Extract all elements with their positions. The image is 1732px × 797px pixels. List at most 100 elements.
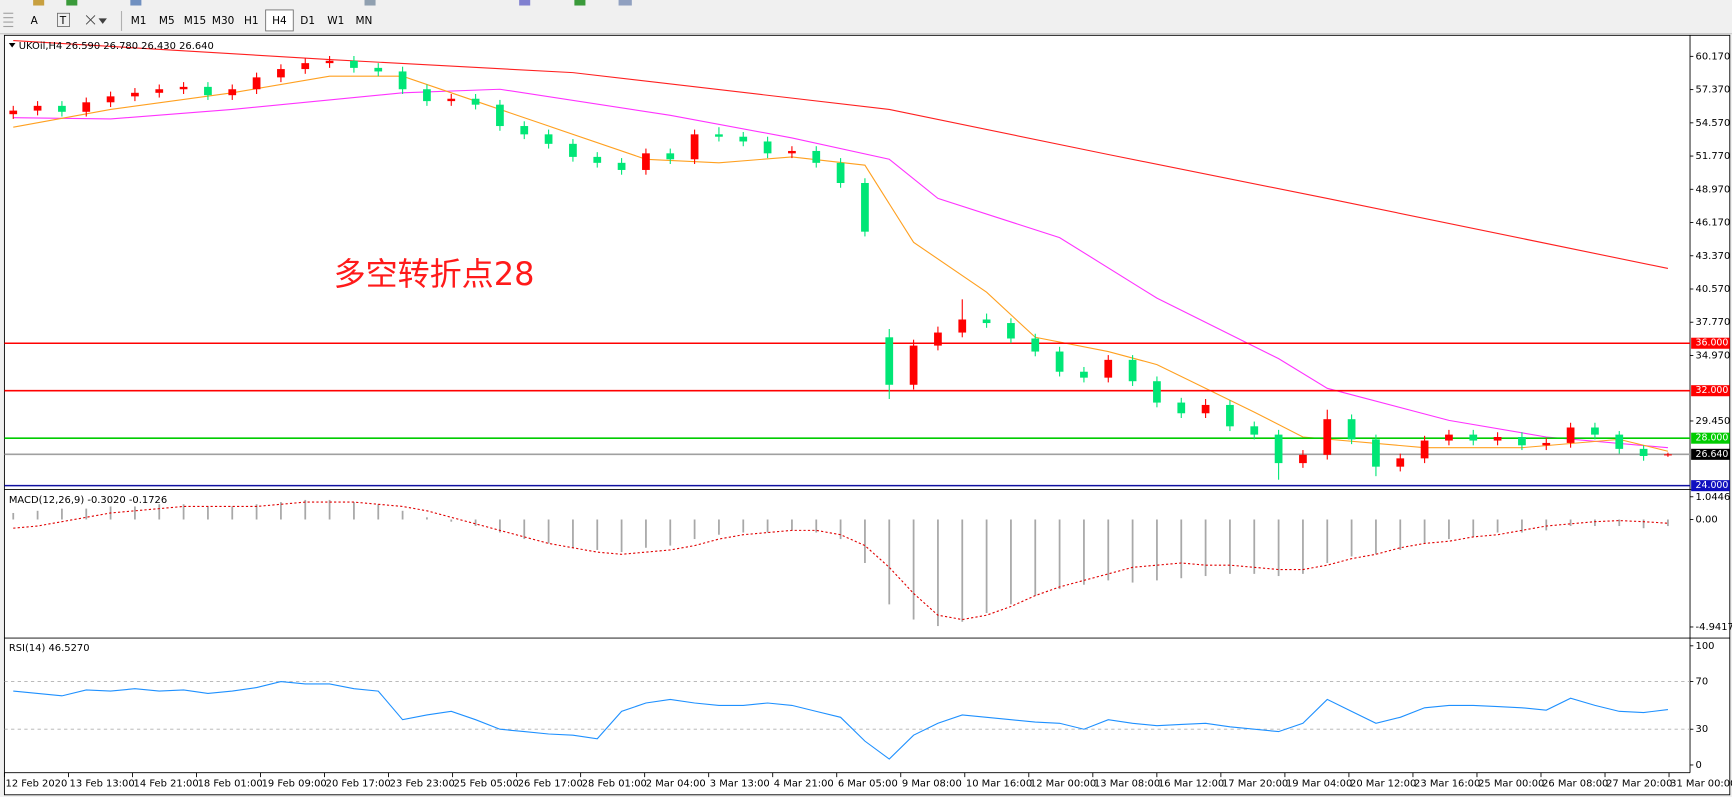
tool-button[interactable]: A <box>31 15 39 27</box>
tool-icon[interactable] <box>66 0 78 6</box>
candle-body <box>1542 442 1551 446</box>
rsi-title: RSI(14) 46.5270 <box>9 643 90 654</box>
y-tick-label: 51.770 <box>1696 151 1731 162</box>
toolbar-grip <box>3 12 14 28</box>
candle-body <box>1201 404 1210 414</box>
candle-body <box>471 98 480 105</box>
level-label-bg <box>1691 432 1730 444</box>
candle-body <box>739 136 748 142</box>
candle-body <box>58 105 66 112</box>
y-tick-label: 0 <box>1696 760 1702 771</box>
tool-button[interactable]: T <box>59 15 67 27</box>
toolbar-bg <box>0 0 1732 35</box>
x-tick-label: 14 Feb 21:00 <box>134 779 199 790</box>
tool-icon[interactable] <box>618 0 632 6</box>
timeframe-button[interactable]: M30 <box>212 15 234 27</box>
candle-body <box>617 162 626 170</box>
cursor-tool[interactable] <box>85 15 107 25</box>
timeframe-button[interactable]: M1 <box>131 15 147 27</box>
timeframe-button[interactable]: D1 <box>300 15 315 27</box>
x-tick-label: 27 Mar 20:00 <box>1606 779 1672 790</box>
candle-body <box>1639 448 1648 456</box>
x-tick-label: 4 Mar 21:00 <box>774 779 834 790</box>
candle-body <box>690 134 699 160</box>
x-tick-label: 20 Mar 12:00 <box>1350 779 1416 790</box>
level-label: 36.000 <box>1696 338 1729 349</box>
x-tick-label: 28 Feb 01:00 <box>582 779 647 790</box>
candle-body <box>277 69 285 78</box>
x-tick-label: 20 Feb 17:00 <box>326 779 391 790</box>
candle-body <box>1566 427 1575 443</box>
candle-body <box>909 345 918 385</box>
level-label-bg <box>1691 480 1730 492</box>
candle-body <box>1055 351 1064 372</box>
level-label-bg <box>1691 385 1730 397</box>
candle-body <box>593 156 602 163</box>
x-tick-label: 12 Mar 00:00 <box>1030 779 1096 790</box>
chart-header: UKOil,H4 26.590 26.780 26.430 26.640 <box>19 41 214 52</box>
candle-body <box>544 134 553 144</box>
x-tick-label: 16 Mar 12:00 <box>1158 779 1224 790</box>
toolbar-top-row <box>33 0 632 6</box>
y-tick-label: 60.170 <box>1696 51 1731 62</box>
candle-body <box>1031 338 1040 352</box>
tool-icon[interactable] <box>574 0 586 6</box>
y-tick-label: 43.370 <box>1696 251 1731 262</box>
y-tick-label: 1.0446 <box>1696 492 1731 503</box>
y-tick-label: 29.450 <box>1696 416 1731 427</box>
candle-body <box>447 98 456 102</box>
x-tick-label: 13 Feb 13:00 <box>70 779 135 790</box>
level-label: 24.000 <box>1696 480 1729 491</box>
candle-body <box>82 102 91 112</box>
candle-body <box>1372 439 1380 467</box>
tool-icon[interactable] <box>364 0 376 6</box>
x-tick-label: 3 Mar 13:00 <box>710 779 770 790</box>
chart-window <box>3 34 1731 796</box>
candle-body <box>1080 371 1088 378</box>
candle-body <box>1591 427 1599 435</box>
candle-body <box>204 86 212 96</box>
timeframe-button[interactable]: M5 <box>159 15 175 27</box>
y-tick-label: 57.370 <box>1696 85 1731 96</box>
level-label: 28.000 <box>1696 433 1729 444</box>
level-label: 26.640 <box>1696 449 1729 460</box>
candle-body <box>1469 434 1478 441</box>
timeframe-button[interactable]: M15 <box>184 15 206 27</box>
rsi-line <box>13 681 1669 760</box>
level-label-bg <box>1691 448 1730 460</box>
x-tick-label: 9 Mar 08:00 <box>902 779 962 790</box>
candle-body <box>496 104 504 127</box>
candle-body <box>106 96 115 103</box>
candle-body <box>9 110 18 115</box>
x-tick-label: 23 Mar 16:00 <box>1414 779 1480 790</box>
x-tick-label: 25 Feb 05:00 <box>454 779 519 790</box>
timeframe-button[interactable]: MN <box>356 15 373 27</box>
candle-body <box>398 71 407 90</box>
candle-body <box>1250 426 1259 435</box>
candle-body <box>812 150 821 163</box>
y-tick-label: 100 <box>1696 641 1715 652</box>
tool-icon[interactable] <box>519 0 531 6</box>
timeframe-button[interactable]: H1 <box>244 15 259 27</box>
x-tick-label: 23 Feb 23:00 <box>390 779 455 790</box>
timeframe-active[interactable] <box>265 9 294 32</box>
candle-body <box>788 150 796 154</box>
x-tick-label: 2 Mar 04:00 <box>646 779 706 790</box>
moving-average <box>13 75 1669 452</box>
timeframe-button[interactable]: H4 <box>272 15 287 27</box>
symbol-menu-arrow[interactable] <box>8 43 16 48</box>
x-tick-label: 6 Mar 05:00 <box>838 779 898 790</box>
y-tick-label: 46.170 <box>1696 218 1731 229</box>
macd-signal <box>13 501 1668 621</box>
x-tick-label: 10 Mar 16:00 <box>966 779 1032 790</box>
candle-body <box>982 319 991 324</box>
candle-body <box>861 183 869 232</box>
candle-body <box>763 141 772 154</box>
timeframe-button[interactable]: W1 <box>327 15 344 27</box>
tool-icon[interactable] <box>130 0 142 6</box>
x-tick-label: 26 Mar 08:00 <box>1542 779 1608 790</box>
candle-body <box>1104 359 1113 378</box>
tool-icon[interactable] <box>33 0 45 6</box>
x-tick-label: 17 Mar 20:00 <box>1222 779 1288 790</box>
tool-button-frame[interactable] <box>57 12 70 27</box>
